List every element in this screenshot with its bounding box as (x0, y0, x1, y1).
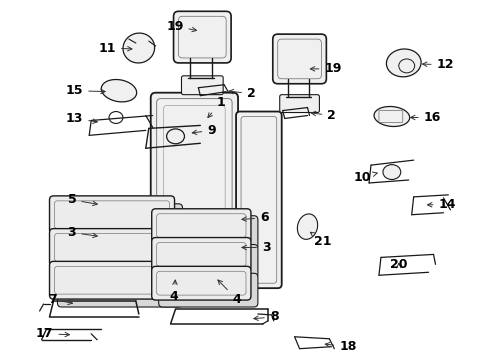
FancyBboxPatch shape (57, 269, 182, 307)
Text: 12: 12 (422, 58, 453, 71)
FancyBboxPatch shape (158, 273, 257, 307)
Ellipse shape (297, 214, 317, 239)
Text: 19: 19 (310, 62, 341, 75)
Text: 14: 14 (427, 198, 455, 211)
FancyBboxPatch shape (57, 204, 182, 242)
FancyBboxPatch shape (173, 11, 231, 63)
FancyBboxPatch shape (151, 238, 250, 271)
FancyBboxPatch shape (57, 237, 182, 274)
Text: 16: 16 (410, 111, 440, 124)
FancyBboxPatch shape (158, 244, 257, 278)
Ellipse shape (382, 165, 400, 180)
Text: 4: 4 (169, 280, 178, 303)
FancyBboxPatch shape (49, 196, 174, 234)
Text: 10: 10 (353, 171, 376, 184)
FancyBboxPatch shape (151, 266, 250, 300)
Text: 21: 21 (310, 232, 331, 248)
Ellipse shape (166, 129, 184, 144)
Text: 20: 20 (389, 258, 407, 271)
Text: 2: 2 (228, 87, 255, 100)
Ellipse shape (386, 49, 420, 77)
Text: 7: 7 (48, 293, 72, 306)
Ellipse shape (123, 33, 154, 63)
FancyBboxPatch shape (150, 93, 238, 286)
Ellipse shape (101, 80, 136, 102)
FancyBboxPatch shape (279, 95, 319, 113)
Text: 15: 15 (65, 84, 105, 97)
Text: 3: 3 (67, 226, 97, 239)
FancyBboxPatch shape (151, 209, 250, 243)
FancyBboxPatch shape (236, 112, 281, 288)
Text: 18: 18 (325, 340, 356, 353)
Text: 2: 2 (311, 109, 335, 122)
Text: 8: 8 (253, 310, 278, 323)
Text: 6: 6 (242, 211, 268, 224)
FancyBboxPatch shape (158, 216, 257, 249)
FancyBboxPatch shape (49, 261, 174, 299)
FancyBboxPatch shape (272, 34, 325, 84)
Text: 19: 19 (166, 20, 196, 33)
FancyBboxPatch shape (181, 76, 223, 95)
Text: 1: 1 (207, 96, 224, 118)
FancyBboxPatch shape (49, 229, 174, 266)
Text: 3: 3 (242, 241, 270, 254)
Text: 5: 5 (67, 193, 97, 206)
Ellipse shape (373, 107, 409, 126)
Text: 17: 17 (36, 327, 69, 340)
Text: 13: 13 (66, 112, 97, 125)
Text: 4: 4 (218, 280, 241, 306)
Text: 11: 11 (98, 41, 132, 54)
Text: 9: 9 (192, 124, 216, 137)
